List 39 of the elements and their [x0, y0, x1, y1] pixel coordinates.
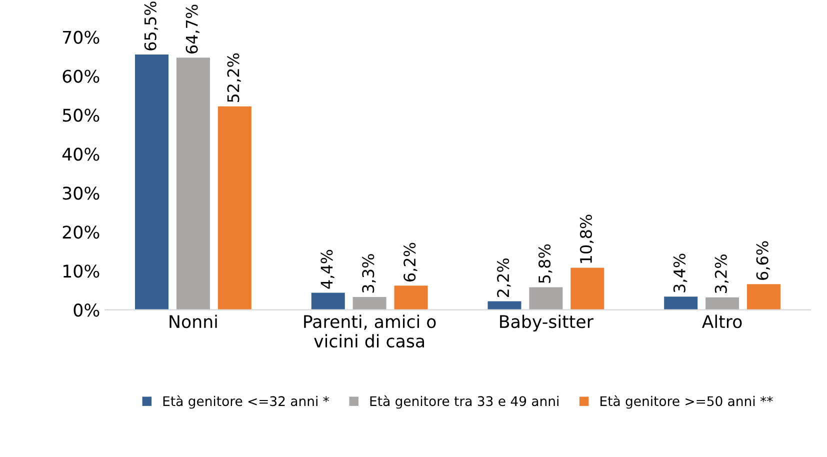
data-label: 6,6%	[756, 241, 770, 280]
bar	[706, 297, 740, 310]
bar	[664, 296, 698, 310]
x-tick-label: Baby-sitter	[500, 314, 594, 332]
data-label: 64,7%	[186, 4, 200, 54]
y-tick-label: 40%	[62, 148, 100, 161]
y-tick-label: 20%	[62, 226, 100, 239]
data-label: 10,8%	[580, 214, 594, 263]
legend-label: Età genitore >=50 anni **	[600, 395, 773, 409]
y-tick-label: 60%	[62, 70, 100, 83]
legend-label: Età genitore <=32 anni *	[163, 395, 330, 409]
data-label: 65,5%	[144, 2, 158, 50]
data-label: 5,8%	[538, 244, 552, 283]
y-tick-label: 50%	[62, 108, 100, 122]
x-tick-label: Parenti, amici o vicini di casa	[304, 314, 436, 348]
bar	[488, 301, 522, 310]
legend-label: Età genitore tra 33 e 49 anni	[370, 395, 558, 409]
data-label: 3,2%	[714, 254, 729, 294]
x-tick-label: Altro	[702, 314, 742, 328]
x-tick-label: Nonni	[170, 314, 217, 328]
bar	[352, 296, 386, 310]
bar	[529, 287, 563, 310]
bar	[176, 58, 210, 310]
y-tick-label: 70%	[63, 30, 100, 44]
bar	[394, 286, 428, 310]
bar	[311, 292, 345, 310]
y-tick-label: 0%	[74, 304, 100, 317]
y-tick-label: 30%	[62, 186, 100, 200]
bar	[746, 284, 780, 310]
data-label: 3,3%	[362, 254, 376, 293]
bar	[570, 268, 604, 310]
data-label: 52,2%	[227, 53, 241, 102]
data-label: 2,2%	[497, 258, 511, 297]
y-tick-label: 10%	[63, 264, 100, 278]
bar	[218, 106, 252, 310]
bar	[135, 54, 169, 310]
data-label: 4,4%	[320, 250, 334, 289]
data-label: 6,2%	[404, 242, 418, 282]
data-label: 3,4%	[673, 254, 688, 292]
